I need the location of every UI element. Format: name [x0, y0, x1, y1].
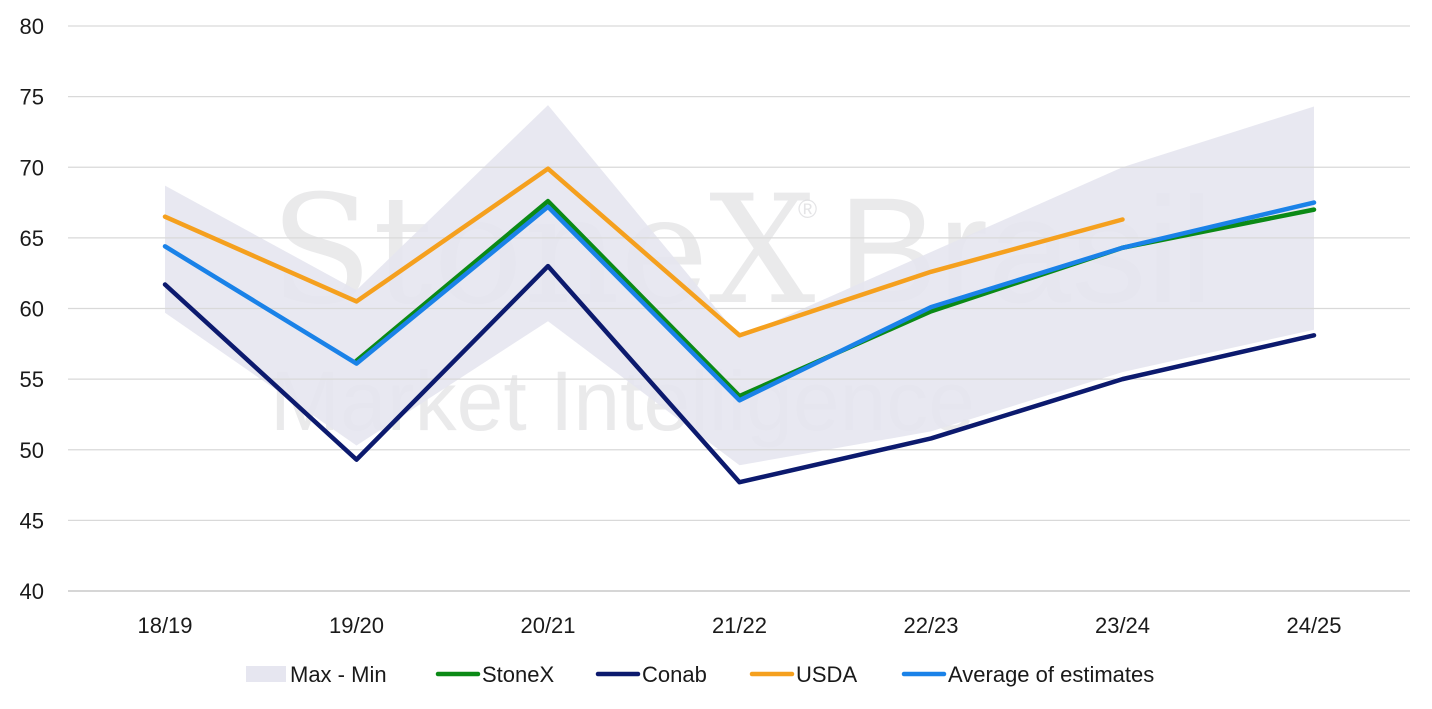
legend-label-usda: USDA — [796, 662, 857, 687]
y-tick-label: 45 — [20, 508, 44, 533]
series-line-usda — [162, 166, 1125, 338]
legend-label-conab: Conab — [642, 662, 707, 687]
x-tick-label: 22/23 — [903, 613, 958, 638]
legend: Max - Min StoneX Conab USDA Average of estim… — [246, 662, 1154, 687]
x-tick-label: 23/24 — [1095, 613, 1150, 638]
band-layer — [165, 105, 1314, 466]
legend-label-stonex: StoneX — [482, 662, 554, 687]
band-max-min — [165, 105, 1314, 466]
x-tick-label: 18/19 — [137, 613, 192, 638]
x-tick-label: 20/21 — [520, 613, 575, 638]
x-tick-label: 24/25 — [1286, 613, 1341, 638]
legend-label-average-of-estimates: Average of estimates — [948, 662, 1154, 687]
x-tick-label: 21/22 — [712, 613, 767, 638]
watermark-registered: ® — [798, 194, 817, 224]
y-tick-label: 75 — [20, 85, 44, 110]
series-line-average-of-estimates — [162, 200, 1317, 403]
y-tick-label: 65 — [20, 226, 44, 251]
x-tick-label: 19/20 — [329, 613, 384, 638]
y-tick-label: 80 — [20, 14, 44, 39]
legend-label-max-min: Max - Min — [290, 662, 387, 687]
y-tick-label: 70 — [20, 155, 44, 180]
series-line-conab — [162, 263, 1317, 485]
series-layer — [162, 166, 1317, 485]
x-axis: 18/19 19/20 20/21 21/22 22/23 23/24 24/25 — [137, 613, 1341, 638]
y-tick-label: 60 — [20, 297, 44, 322]
grid-layer — [68, 25, 1410, 592]
y-axis: 40 45 50 55 60 65 70 75 80 — [20, 14, 44, 604]
y-tick-label: 55 — [20, 367, 44, 392]
y-tick-label: 50 — [20, 438, 44, 463]
legend-swatch-max-min — [246, 666, 286, 682]
y-tick-label: 40 — [20, 579, 44, 604]
